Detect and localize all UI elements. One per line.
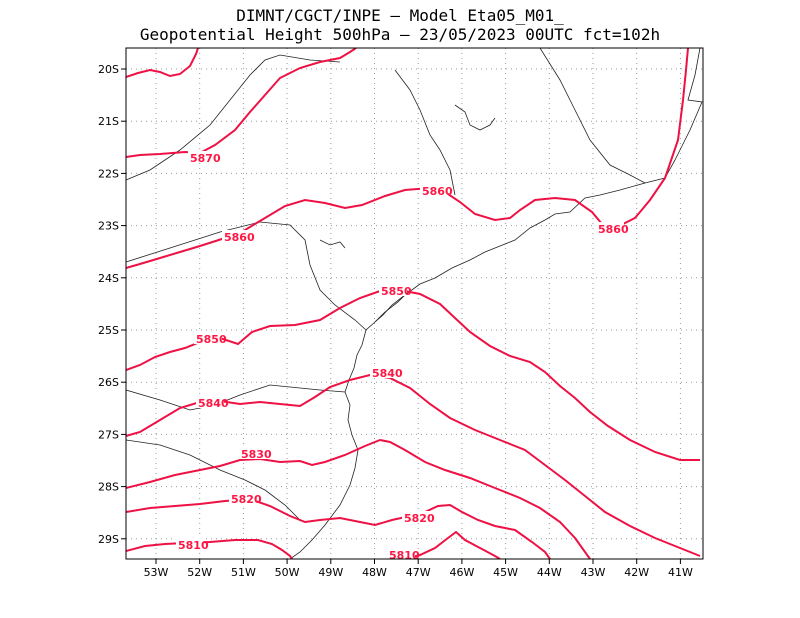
contour-5820 (126, 497, 551, 559)
x-tick-label: 53W (144, 566, 169, 579)
state-border-6 (539, 48, 646, 184)
y-tick-label: 24S (98, 272, 119, 285)
x-tick-label: 51W (231, 566, 256, 579)
y-tick-label: 20S (98, 63, 119, 76)
y-tick-label: 21S (98, 115, 119, 128)
x-tick-label: 43W (581, 566, 606, 579)
x-tick-label: 47W (406, 566, 431, 579)
contour-5850 (126, 288, 700, 461)
contour-label-5810-west: 5810 (178, 539, 209, 552)
contour-label-5870: 5870 (190, 152, 221, 165)
state-border-5 (394, 69, 456, 196)
state-border-4 (126, 54, 341, 181)
x-tick-label: 49W (318, 566, 343, 579)
contour-label-5810-center: 5810 (389, 549, 420, 562)
contour-5870 (126, 48, 357, 158)
contour-label-5830: 5830 (241, 448, 272, 461)
y-tick-label: 28S (98, 481, 119, 494)
y-tick-label: 29S (98, 533, 119, 546)
map-frame (125, 47, 704, 560)
y-tick-label: 25S (98, 324, 119, 337)
x-tick-label: 44W (537, 566, 562, 579)
contour-label-5840-center: 5840 (372, 367, 403, 380)
contour-label-5820-west: 5820 (231, 493, 262, 506)
x-tick-label: 52W (187, 566, 212, 579)
contour-5810 (126, 539, 293, 559)
x-tick-label: 45W (493, 566, 518, 579)
contour-label-5850-center: 5850 (381, 285, 412, 298)
y-tick-label: 26S (98, 376, 119, 389)
state-border-2 (126, 384, 346, 411)
title-line-2: Geopotential Height 500hPa – 23/05/2023 … (139, 25, 661, 44)
contour-5830 (126, 438, 591, 559)
contour-5870-west (126, 48, 199, 78)
river-2 (319, 239, 346, 249)
river-1 (454, 104, 496, 131)
contour-labels: 5870 5860 5860 5860 5850 5850 5840 5840 … (176, 151, 629, 562)
x-tick-label: 46W (449, 566, 474, 579)
latitude-ticks: 20S 21S 22S 23S 24S 25S 26S 27S 28S 29S (98, 63, 126, 546)
y-tick-label: 22S (98, 167, 119, 180)
contour-5810-south (404, 530, 501, 559)
x-tick-label: 50W (275, 566, 300, 579)
y-tick-label: 27S (98, 428, 119, 441)
contour-label-5860-center: 5860 (422, 185, 453, 198)
lat-lon-grid (126, 48, 703, 559)
contour-label-5860-east: 5860 (598, 223, 629, 236)
contour-label-5850-west: 5850 (196, 333, 227, 346)
lagoon (374, 294, 406, 323)
x-tick-label: 48W (362, 566, 387, 579)
title-line-1: DIMNT/CGCT/INPE – Model Eta05_M01_ (236, 6, 564, 25)
state-border-3 (126, 439, 301, 521)
y-tick-label: 23S (98, 220, 119, 233)
x-tick-label: 41W (668, 566, 693, 579)
contour-label-5840-west: 5840 (198, 397, 229, 410)
contour-label-5820-center: 5820 (404, 512, 435, 525)
height-contours (126, 48, 701, 559)
coastline (289, 48, 703, 559)
x-tick-label: 42W (624, 566, 649, 579)
state-border-1 (126, 221, 367, 331)
contour-label-5860-west: 5860 (224, 231, 255, 244)
longitude-ticks: 53W 52W 51W 50W 49W 48W 47W 46W 45W 44W 43W 42W 41W (144, 559, 693, 579)
coastline-and-borders (126, 48, 703, 559)
